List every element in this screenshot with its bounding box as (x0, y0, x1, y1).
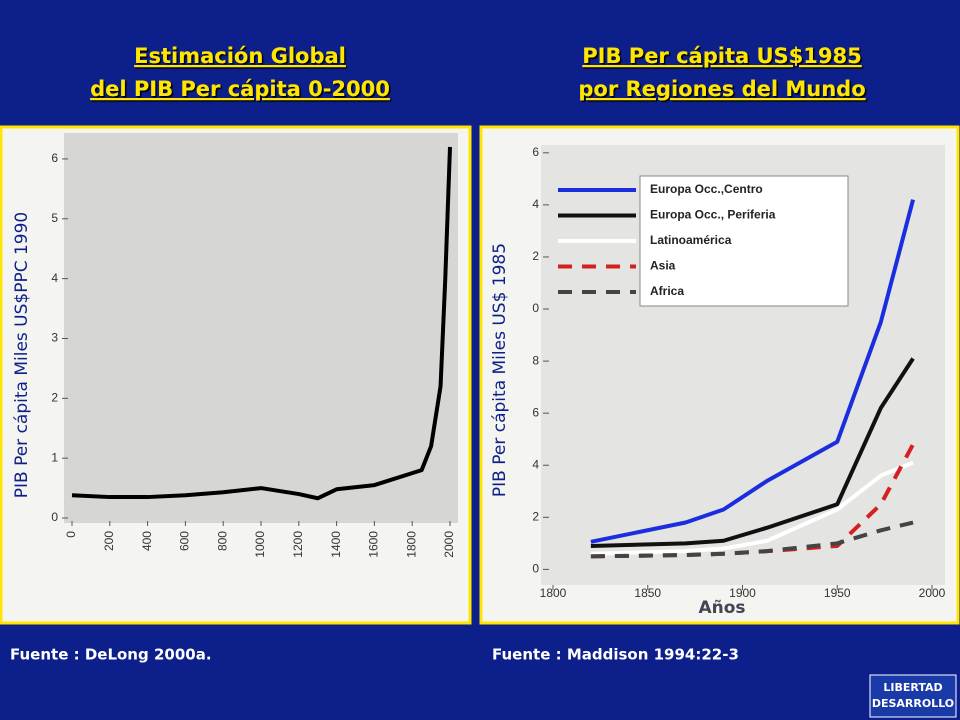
x-tick-label: 2000 (919, 586, 946, 600)
y-tick-label: 2 (532, 249, 539, 263)
x-tick-label: 2000 (442, 531, 456, 558)
y-axis-label: PIB Per cápita Miles US$ 1985 (490, 243, 510, 497)
x-tick-label: 800 (215, 531, 229, 551)
y-tick-label: 6 (532, 145, 539, 159)
y-tick-label: 2 (51, 390, 58, 404)
x-axis-label: Años (698, 598, 745, 618)
x-tick-label: 200 (102, 531, 116, 551)
y-tick-label: 4 (532, 197, 539, 211)
x-tick-label: 1950 (824, 586, 851, 600)
y-tick-label: 8 (532, 353, 539, 367)
legend-label: Asia (650, 259, 676, 273)
x-tick-label: 1600 (367, 531, 381, 558)
plot-background (64, 133, 458, 523)
chart-title: del PIB Per cápita 0-2000 (90, 77, 390, 101)
logo-box (869, 674, 957, 718)
y-tick-label: 0 (532, 562, 539, 576)
logo-text: LIBERTAD (883, 681, 942, 694)
data-line (590, 199, 915, 544)
x-tick-label: 1200 (291, 531, 305, 558)
x-tick-label: 1800 (404, 531, 418, 558)
x-tick-label: 400 (140, 531, 154, 551)
y-tick-label: 2 (532, 509, 539, 523)
x-tick-label: 1850 (634, 586, 661, 600)
x-tick-label: 1800 (540, 586, 567, 600)
chart-title: por Regiones del Mundo (578, 77, 865, 101)
y-tick-label: 1 (51, 450, 58, 464)
y-tick-label: 4 (532, 457, 539, 471)
data-line (590, 460, 914, 556)
x-tick-label: 600 (178, 531, 192, 551)
chart-title: Estimación Global (134, 44, 346, 68)
legend-label: Europa Occ., Periferia (650, 208, 776, 222)
source: Fuente : Maddison 1994:22-3 (492, 646, 739, 664)
chart-title: PIB Per cápita US$1985 (582, 44, 861, 68)
y-tick-label: 6 (532, 405, 539, 419)
legend-label: Europa Occ.,Centro (650, 182, 763, 196)
x-tick-label: 1900 (729, 586, 756, 600)
legend-box (639, 175, 849, 307)
data-line (71, 146, 452, 501)
y-tick-label: 6 (51, 151, 58, 165)
y-axis-label: PIB Per cápita Miles US$PPC 1990 (12, 212, 32, 499)
x-tick-label: 0 (64, 531, 78, 538)
y-tick-label: 0 (532, 301, 539, 315)
legend-label: Latinoamérica (650, 233, 732, 247)
source: Fuente : DeLong 2000a. (10, 646, 212, 664)
legend-label: Africa (650, 284, 684, 298)
data-line (590, 357, 915, 548)
y-tick-label: 0 (51, 510, 58, 524)
logo-text: DESARROLLO (872, 697, 954, 710)
y-tick-label: 5 (51, 211, 58, 225)
x-tick-label: 1400 (329, 531, 343, 558)
x-tick-label: 1000 (253, 531, 267, 558)
data-line (590, 520, 914, 559)
y-tick-label: 3 (51, 331, 58, 345)
y-tick-label: 4 (51, 271, 58, 285)
